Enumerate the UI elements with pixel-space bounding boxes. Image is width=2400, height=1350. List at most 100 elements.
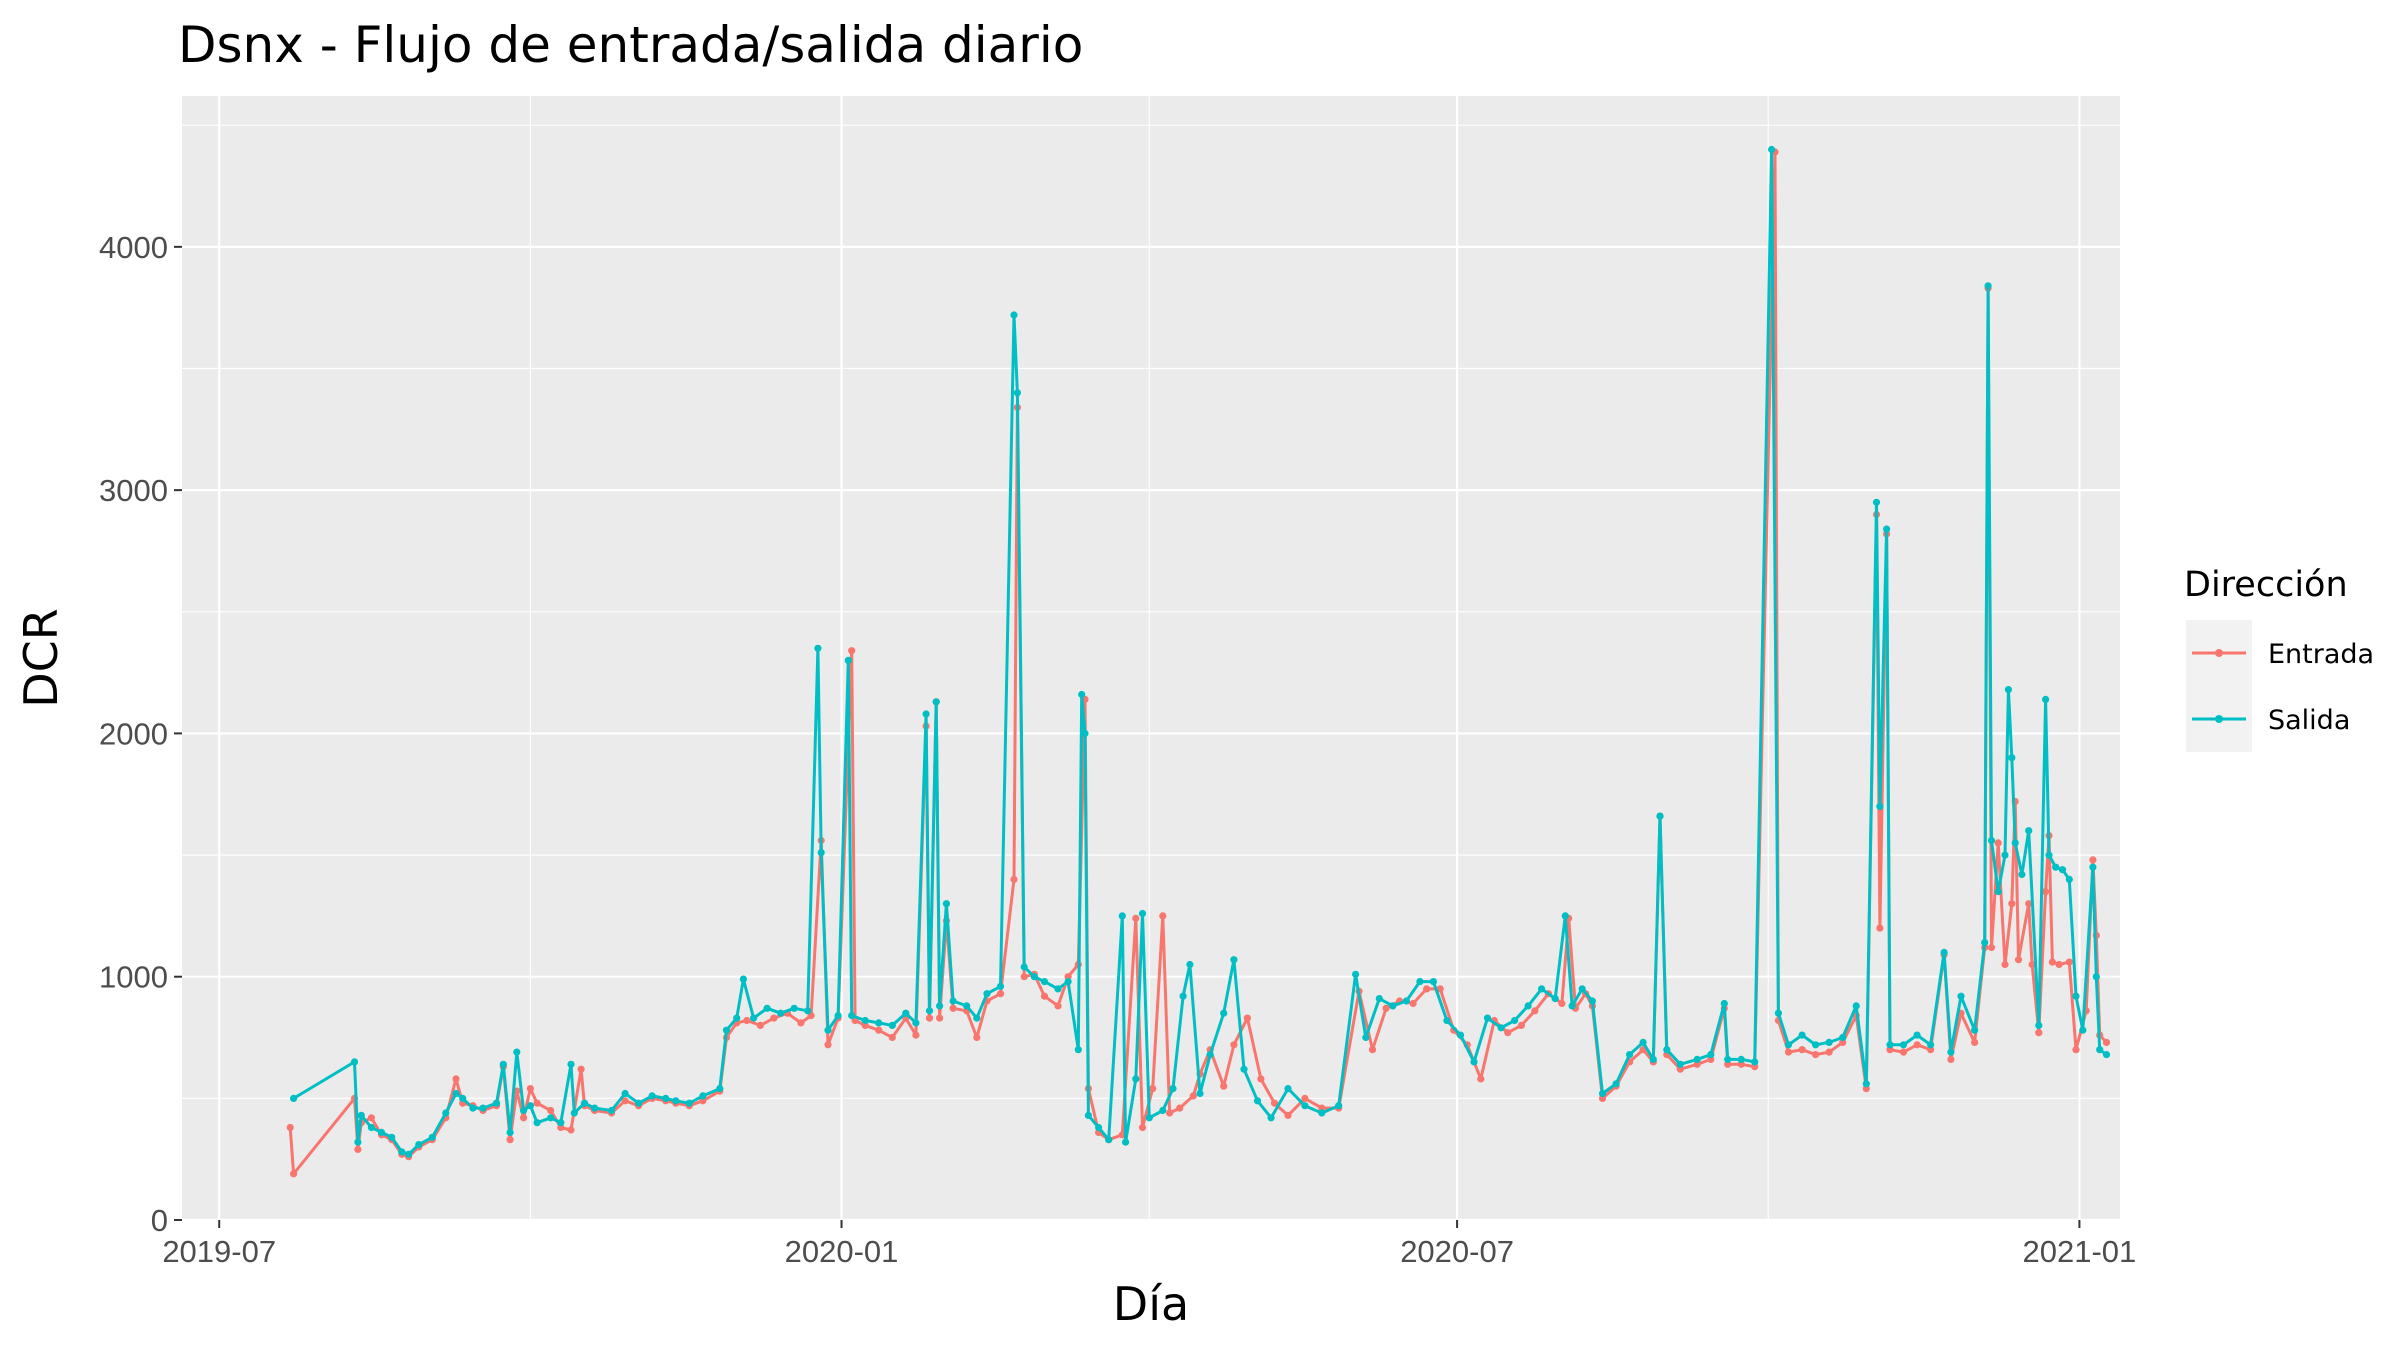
data-point-salida <box>1483 1014 1492 1022</box>
data-point-salida <box>2052 863 2060 871</box>
data-point-salida <box>1852 1002 1860 1010</box>
data-point-salida <box>1626 1051 1634 1059</box>
data-point-salida <box>932 698 940 706</box>
data-point-salida <box>1416 978 1424 986</box>
data-point-salida <box>1656 812 1664 820</box>
data-point-entrada <box>2008 900 2016 908</box>
x-tick-label: 2021-01 <box>2023 1234 2137 1269</box>
data-point-salida <box>354 1138 362 1146</box>
data-point-entrada <box>936 1014 944 1022</box>
data-point-salida <box>1253 1097 1262 1105</box>
data-point-salida <box>557 1119 565 1127</box>
data-point-entrada <box>621 1097 629 1105</box>
data-point-entrada <box>824 1041 832 1049</box>
data-point-salida <box>699 1092 707 1100</box>
data-point-salida <box>2096 1046 2104 1054</box>
data-point-salida <box>1284 1085 1292 1093</box>
plot-panel <box>182 96 2120 1220</box>
data-point-salida <box>1402 997 1410 1005</box>
data-point-entrada <box>2001 960 2009 969</box>
data-point-entrada <box>1876 924 1884 932</box>
data-point-salida <box>1145 1114 1153 1122</box>
data-point-entrada <box>2089 856 2097 864</box>
data-point-salida <box>1132 1075 1140 1083</box>
series-layer <box>286 145 2111 1178</box>
data-point-entrada <box>1987 943 1996 952</box>
data-point-salida <box>506 1128 514 1136</box>
data-point-salida <box>1798 1031 1806 1039</box>
data-point-salida <box>1267 1114 1275 1122</box>
series-salida <box>290 145 2111 1158</box>
data-point-salida <box>1095 1123 1103 1132</box>
data-point-entrada <box>1423 985 1431 993</box>
data-point-salida <box>1639 1038 1647 1046</box>
data-point-entrada <box>2065 958 2073 966</box>
data-point-salida <box>1013 389 1022 397</box>
data-point-salida <box>621 1089 629 1098</box>
data-point-salida <box>861 1016 869 1025</box>
data-point-entrada <box>2028 960 2036 969</box>
data-point-salida <box>1220 1009 1228 1017</box>
data-point-salida <box>733 1014 741 1022</box>
data-point-salida <box>1825 1038 1833 1046</box>
data-point-salida <box>777 1009 785 1017</box>
data-point-entrada <box>1504 1029 1512 1037</box>
data-point-salida <box>1947 1048 1955 1056</box>
data-point-salida <box>996 982 1005 991</box>
data-point-salida <box>1443 1016 1451 1025</box>
data-point-entrada <box>1517 1021 1525 1029</box>
data-point-salida <box>2058 866 2067 874</box>
data-point-entrada <box>547 1106 555 1115</box>
data-point-entrada <box>286 1123 294 1132</box>
data-point-salida <box>2011 839 2019 847</box>
data-point-salida <box>1886 1041 1894 1049</box>
data-point-salida <box>1720 999 1728 1008</box>
data-point-salida <box>1122 1138 1130 1146</box>
legend-key-point-entrada <box>2215 649 2223 657</box>
data-point-entrada <box>1284 1111 1292 1119</box>
data-point-salida <box>936 1002 944 1010</box>
data-point-salida <box>492 1099 501 1107</box>
chart-title: Dsnx - Flujo de entrada/salida diario <box>178 16 1083 74</box>
data-point-salida <box>1981 939 1989 947</box>
data-point-salida <box>1335 1102 1343 1110</box>
data-point-salida <box>1676 1060 1684 1068</box>
data-point-salida <box>925 1007 934 1015</box>
data-point-entrada <box>925 1014 934 1022</box>
data-point-salida <box>848 1012 856 1020</box>
y-tick-label: 2000 <box>99 716 168 751</box>
data-point-entrada <box>2042 888 2050 896</box>
data-point-salida <box>1196 1089 1204 1098</box>
x-tick-labels: 2019-07 2020-01 2020-07 2021-01 <box>162 1234 2136 1269</box>
data-point-entrada <box>912 1031 920 1039</box>
data-point-salida <box>1784 1041 1793 1049</box>
data-point-salida <box>790 1004 798 1012</box>
data-point-salida <box>1138 909 1147 918</box>
data-point-salida <box>526 1102 535 1110</box>
data-point-entrada <box>1368 1046 1377 1054</box>
data-point-salida <box>398 1148 406 1156</box>
data-point-salida <box>1524 1002 1532 1010</box>
data-point-entrada <box>770 1014 778 1022</box>
data-point-salida <box>1839 1033 1847 1042</box>
data-point-entrada <box>1409 999 1417 1008</box>
data-point-salida <box>1230 956 1238 964</box>
data-point-salida <box>817 849 825 857</box>
data-point-salida <box>290 1094 298 1102</box>
data-point-entrada <box>2014 956 2023 964</box>
data-point-salida <box>2018 870 2026 879</box>
data-point-salida <box>2102 1051 2111 1059</box>
data-point-entrada <box>1971 1038 1979 1046</box>
data-point-salida <box>1987 836 1996 845</box>
data-point-salida <box>1020 963 1028 971</box>
legend-label-entrada: Entrada <box>2268 639 2374 670</box>
data-point-salida <box>1768 145 1776 154</box>
data-point-entrada <box>1913 1041 1921 1049</box>
legend-label-salida: Salida <box>2268 705 2350 736</box>
data-point-entrada <box>1220 1082 1228 1090</box>
data-point-salida <box>1159 1106 1167 1115</box>
data-point-entrada <box>1382 1004 1390 1012</box>
data-point-salida <box>716 1085 724 1093</box>
data-point-salida <box>580 1099 589 1107</box>
